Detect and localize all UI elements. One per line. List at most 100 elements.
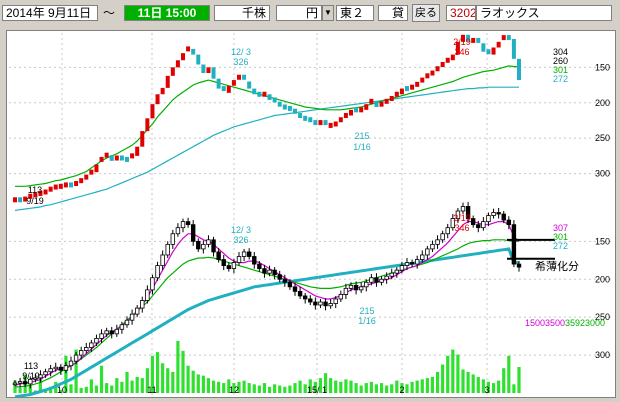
candle-body	[333, 298, 338, 304]
xaxis-label: 3	[484, 385, 489, 395]
upper-price-box	[374, 101, 379, 107]
upper-price-box	[354, 107, 359, 113]
candle-body	[384, 275, 389, 280]
upper-peak1-value: 326	[233, 57, 248, 67]
volume-bar	[298, 380, 302, 393]
volume-bar	[89, 379, 93, 393]
volume-bar	[476, 376, 480, 393]
upper-price-box	[298, 113, 303, 118]
upper-price-box	[359, 107, 364, 113]
lower-ma-mid-line	[15, 239, 519, 388]
volume-bar	[288, 385, 292, 393]
upper-price-box	[399, 88, 404, 95]
upper-price-box	[43, 189, 48, 195]
volume-legend-long: 35923000	[565, 318, 605, 328]
candle-body	[119, 324, 125, 330]
candle-body	[155, 265, 160, 279]
back-button[interactable]: 戻る	[412, 4, 440, 22]
candle-body	[430, 243, 435, 250]
lower-peak2-date: 2/19	[453, 213, 471, 223]
currency-dropdown-icon[interactable]: ▼	[322, 5, 334, 21]
volume-bar	[323, 373, 328, 393]
candle-body	[63, 365, 69, 371]
candle-body	[104, 330, 109, 335]
volume-bar	[186, 365, 190, 393]
candle-body	[180, 221, 186, 229]
candle-body	[328, 303, 333, 307]
upper-ytick-label: 300	[595, 169, 610, 179]
candle-body	[292, 286, 298, 292]
upper-price-box	[313, 120, 318, 126]
candle-body	[425, 248, 430, 256]
candle-body	[175, 227, 181, 235]
candle-body	[323, 301, 328, 307]
volume-bar	[181, 350, 185, 393]
upper-price-box	[89, 169, 94, 175]
upper-price-box	[455, 41, 460, 55]
candle-body	[33, 377, 38, 380]
currency-select[interactable]: 円	[276, 5, 322, 21]
upper-price-box	[94, 164, 99, 173]
candle-body	[476, 224, 481, 229]
volume-bar	[196, 374, 200, 393]
upper-price-box	[247, 81, 252, 89]
candle-body	[206, 239, 211, 245]
upper-price-box	[308, 117, 313, 123]
upper-price-box	[242, 74, 247, 80]
volume-bar	[247, 383, 251, 393]
candle-body	[221, 259, 226, 267]
upper-price-box	[282, 104, 287, 110]
unit-field[interactable]: 千株	[214, 5, 270, 21]
upper-price-box	[364, 104, 369, 110]
candle-body	[435, 239, 440, 245]
xaxis-label: 15/ 1	[307, 385, 327, 395]
upper-price-box	[435, 66, 440, 72]
upper-price-box	[114, 155, 119, 161]
candle-body	[267, 269, 272, 274]
upper-legend-value: 301	[553, 65, 568, 75]
candle-body	[374, 277, 379, 283]
candle-body	[185, 221, 191, 226]
stock-name-field: ラオックス	[476, 5, 612, 21]
upper-ma-mid-line	[15, 65, 519, 187]
candle-body	[511, 224, 517, 265]
volume-bar	[237, 381, 241, 393]
candle-body	[190, 224, 196, 242]
volume-bar	[227, 379, 231, 393]
time-field[interactable]: 11日 15:00	[124, 5, 210, 21]
volume-bar	[425, 378, 429, 393]
volume-legend-short: 15003500	[525, 318, 565, 328]
candle-body	[231, 262, 237, 270]
date-field[interactable]: 2014年 9月11日	[2, 5, 98, 21]
upper-price-box	[135, 146, 140, 156]
upper-price-box	[471, 37, 476, 43]
volume-bar	[59, 389, 63, 393]
volume-bar	[446, 355, 450, 393]
stock-code-field[interactable]: 3202	[446, 5, 476, 21]
candle-body	[318, 301, 323, 306]
upper-price-box	[450, 54, 455, 61]
upper-price-box	[231, 80, 236, 86]
volume-bar	[69, 384, 73, 393]
volume-bar	[502, 368, 506, 393]
candle-body	[460, 206, 466, 212]
upper-ytick-label: 200	[595, 98, 610, 108]
candle-body	[369, 277, 374, 283]
upper-price-box	[216, 78, 221, 89]
upper-price-box	[186, 46, 191, 52]
candle-body	[241, 251, 247, 257]
volume-bar	[349, 380, 353, 393]
lower-low-mid-date: 1/16	[358, 316, 376, 326]
upper-price-box	[349, 109, 353, 116]
volume-bar	[267, 386, 272, 393]
candle-body	[516, 263, 522, 268]
market-field[interactable]: 東２	[336, 5, 374, 21]
candle-body	[165, 243, 170, 256]
volume-bar	[252, 384, 256, 393]
upper-price-box	[517, 58, 521, 81]
candle-body	[348, 284, 354, 289]
volume-bar	[313, 381, 317, 393]
upper-price-box	[63, 182, 68, 188]
toolbar: 2014年 9月11日 〜 11日 15:00 千株 円 ▼ 東２ 貸 戻る 3…	[0, 0, 620, 26]
candle-body	[134, 307, 140, 315]
